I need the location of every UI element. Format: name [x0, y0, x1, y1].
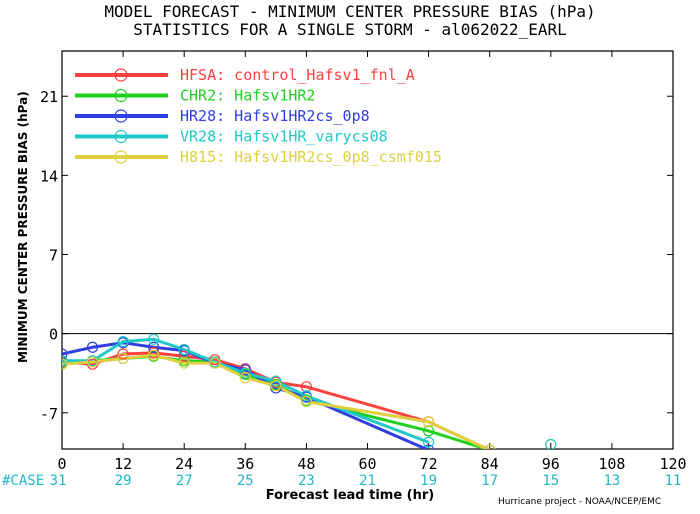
case-count: 15	[542, 473, 559, 489]
case-count: 31	[50, 473, 67, 489]
legend-marker	[114, 129, 128, 144]
case-count: 17	[481, 473, 498, 489]
data-point	[117, 352, 129, 365]
data-point	[178, 357, 190, 369]
series-line	[62, 354, 491, 449]
credit-text: Hurricane project - NOAA/NCEP/EMC	[498, 497, 662, 507]
x-tick-label: 72	[420, 455, 438, 473]
data-point	[270, 380, 282, 392]
chart-subtitle: STATISTICS FOR A SINGLE STORM - al062022…	[133, 20, 567, 39]
data-point	[62, 358, 68, 370]
data-point	[545, 438, 557, 449]
series-line	[62, 337, 430, 444]
data-point	[239, 364, 251, 376]
data-point	[148, 341, 160, 353]
y-tick-label: 7	[49, 247, 58, 265]
y-tick-label: 0	[49, 326, 58, 344]
case-count: 11	[665, 473, 682, 489]
x-tick-label: 120	[659, 455, 686, 473]
x-tick-label: 96	[542, 455, 560, 473]
data-point	[300, 395, 312, 408]
data-point	[423, 416, 435, 428]
x-axis-label: Forecast lead time (hr)	[265, 488, 435, 503]
data-point	[270, 375, 282, 387]
x-tick-label: 12	[114, 455, 132, 473]
data-point	[300, 390, 312, 402]
case-count: 21	[359, 473, 376, 489]
data-point	[423, 436, 435, 448]
data-point	[239, 372, 251, 384]
x-tick-label: 36	[236, 455, 254, 473]
data-point	[148, 333, 160, 345]
legend-label: HR28: Hafsv1HR2cs_0p8	[180, 107, 370, 125]
x-tick-label: 108	[598, 455, 625, 473]
data-point	[117, 335, 129, 348]
legend-label: HFSA: control_Hafsv1_fnl_A	[180, 66, 415, 84]
case-label: #CASE	[2, 473, 44, 489]
data-point	[423, 425, 435, 437]
data-point	[484, 444, 496, 449]
y-tick-label: -7	[40, 405, 58, 423]
data-point	[239, 367, 251, 379]
x-tick-label: 84	[481, 455, 499, 473]
legend-label: H815: Hafsv1HR2cs_0p8_csmf015	[180, 148, 442, 166]
data-point	[117, 348, 129, 360]
data-point	[62, 348, 68, 360]
data-point	[209, 357, 221, 369]
data-point	[86, 356, 99, 368]
data-point	[178, 343, 190, 356]
case-count: 27	[176, 473, 193, 489]
data-point	[62, 355, 68, 367]
legend-marker	[114, 88, 128, 103]
case-count: 23	[298, 473, 315, 489]
x-tick-label: 48	[297, 455, 315, 473]
x-tick-label: 0	[57, 455, 66, 473]
data-point	[178, 350, 190, 362]
legend-marker	[114, 68, 128, 82]
y-tick-label: 21	[40, 88, 58, 106]
x-tick-label: 60	[358, 455, 376, 473]
x-tick-label: 24	[175, 455, 193, 473]
series-line	[62, 353, 491, 449]
case-count: 13	[603, 473, 620, 489]
case-count: 25	[237, 473, 254, 489]
legend-label: CHR2: Hafsv1HR2	[180, 87, 315, 105]
data-point	[423, 444, 435, 449]
legend-label: VR28: Hafsv1HR_varycs08	[180, 128, 388, 146]
case-count: 29	[115, 473, 132, 489]
series-line	[62, 351, 491, 449]
chart-title: MODEL FORECAST - MINIMUM CENTER PRESSURE…	[104, 2, 596, 21]
case-count: 19	[420, 473, 437, 489]
data-point	[86, 341, 99, 353]
data-point	[148, 349, 160, 361]
y-tick-label: 14	[40, 167, 58, 185]
legend-marker	[114, 150, 128, 164]
legend-marker	[114, 109, 128, 123]
